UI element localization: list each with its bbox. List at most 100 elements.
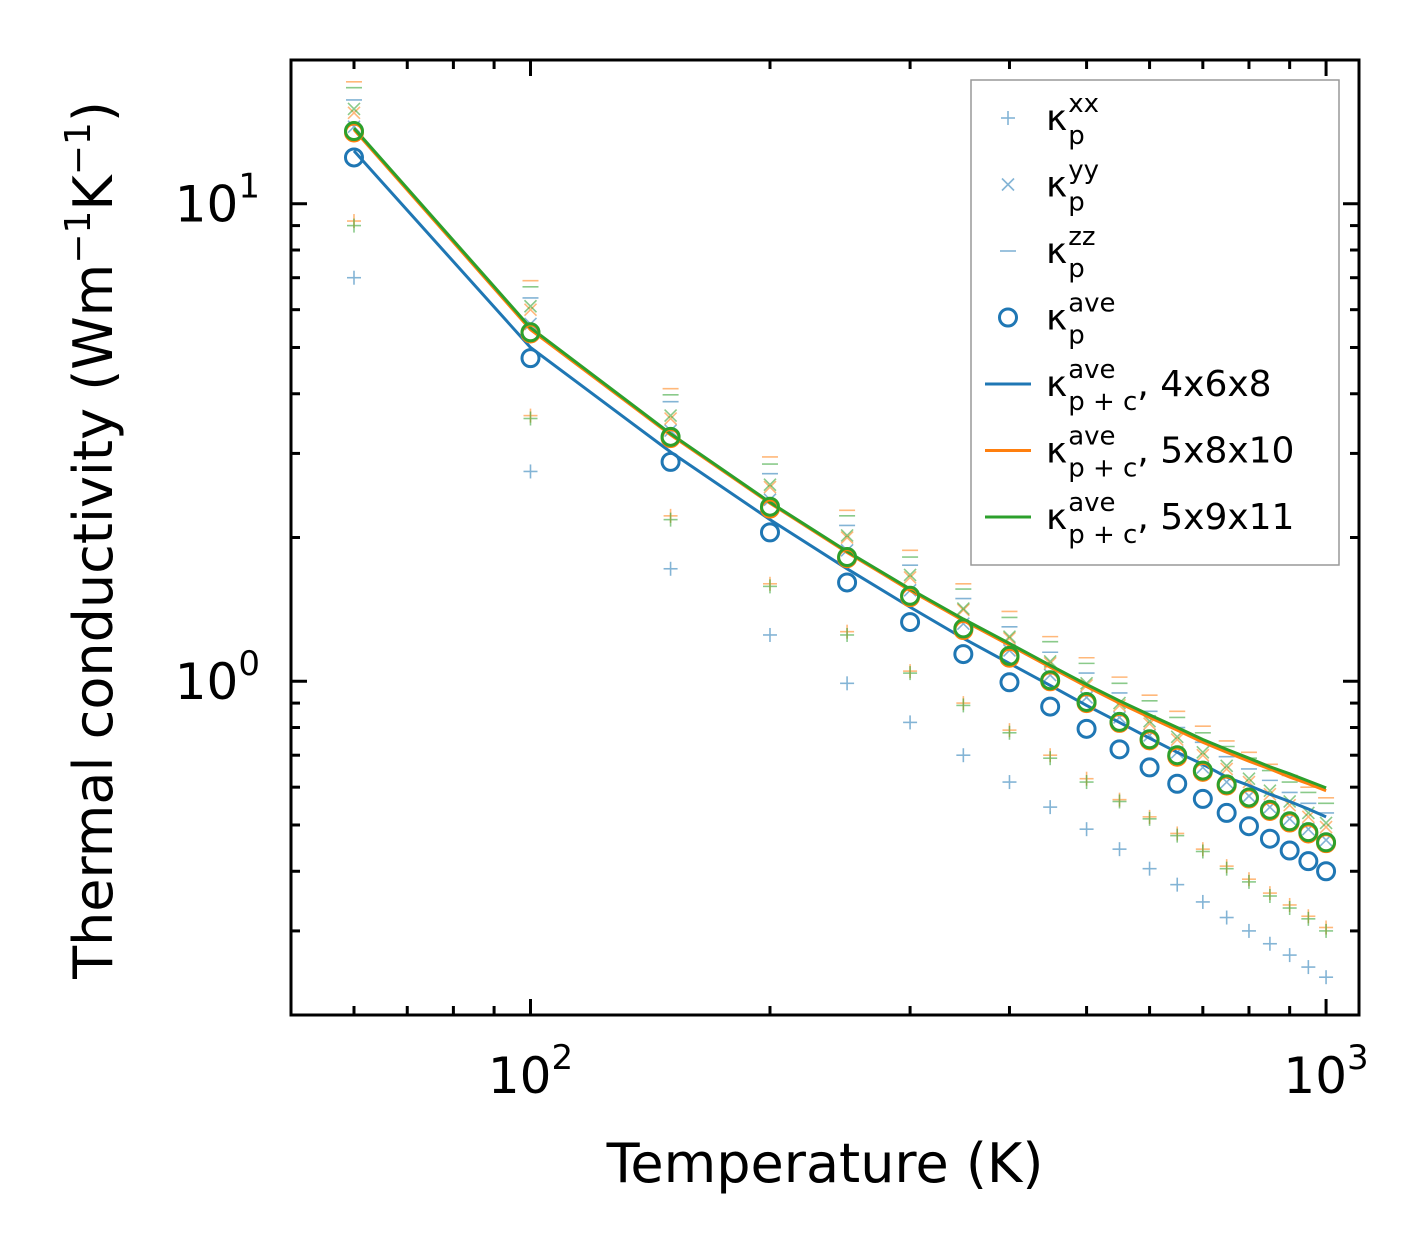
data-point-4-5 [903, 570, 917, 584]
data-point-0-10 [1112, 842, 1127, 857]
data-point-2-17 [1282, 901, 1297, 916]
data-point-0-4 [840, 676, 855, 691]
data-point-4-0 [347, 106, 361, 120]
y-axis-label-main: Thermal conductivity (Wm [62, 264, 125, 980]
axis-ticks [289, 58, 1359, 1017]
data-point-9-7 [999, 672, 1020, 693]
data-point-9-0 [343, 147, 364, 168]
data-point-11-9 [1076, 691, 1097, 712]
data-point-2-16 [1262, 889, 1277, 904]
data-point-9-18 [1298, 851, 1319, 872]
data-point-2-0 [346, 218, 361, 233]
legend-box [970, 79, 1340, 566]
data-point-0-5 [903, 715, 918, 730]
data-point-11-2 [660, 426, 681, 447]
data-point-9-6 [953, 644, 974, 665]
y-axis-label-exp2: −1 [58, 122, 99, 175]
data-point-11-3 [759, 496, 780, 517]
data-point-2-11 [1142, 811, 1157, 826]
legend-entry-1: κyy p [1001, 156, 1099, 218]
x-tick-label: 103 [1283, 1038, 1368, 1105]
x-tick-label: 102 [488, 1038, 573, 1105]
data-point-2-6 [956, 698, 971, 713]
data-point-4-19 [1319, 820, 1333, 834]
data-point-0-19 [1319, 970, 1334, 985]
data-point-11-18 [1298, 822, 1319, 843]
data-point-2-15 [1241, 874, 1256, 889]
legend-marker-swatch [1001, 111, 1015, 125]
data-point-0-8 [1043, 800, 1058, 815]
data-point-2-14 [1219, 861, 1234, 876]
data-point-5-6 [956, 601, 970, 616]
y-axis-label-exp1: −1 [58, 211, 99, 264]
data-point-4-2 [664, 411, 678, 426]
data-point-5-2 [664, 409, 678, 423]
data-point-0-9 [1079, 822, 1094, 837]
data-point-11-5 [900, 585, 921, 606]
legend-entry-4: κave p + c, 4x6x8 [985, 355, 1272, 417]
data-point-2-12 [1170, 828, 1185, 843]
x-axis-label: Temperature (K) [606, 1132, 1044, 1195]
data-point-9-5 [900, 612, 921, 633]
data-point-2-8 [1043, 751, 1058, 766]
legend-label: κave p + c, 5x8x10 [1046, 422, 1294, 484]
data-point-4-14 [1220, 762, 1234, 776]
data-point-9-10 [1109, 739, 1130, 760]
data-point-11-13 [1192, 760, 1213, 781]
data-point-9-16 [1259, 828, 1280, 849]
data-point-0-7 [1002, 775, 1017, 790]
data-point-11-4 [837, 547, 858, 568]
legend-label: κyy p [1046, 156, 1099, 218]
data-point-5-0 [347, 102, 361, 116]
data-point-11-14 [1216, 774, 1237, 795]
data-point-9-14 [1216, 802, 1237, 823]
data-point-9-13 [1192, 788, 1213, 809]
data-point-0-15 [1241, 923, 1256, 938]
data-point-4-4 [840, 530, 854, 545]
data-point-5-4 [840, 528, 854, 543]
data-point-2-9 [1079, 775, 1094, 790]
legend-label: κxx p [1046, 89, 1099, 151]
legend-label: κave p + c, 5x9x11 [1046, 488, 1294, 550]
legend-label: κave p + c, 4x6x8 [1046, 355, 1272, 417]
data-point-4-6 [956, 603, 970, 617]
legend-marker-swatch [1001, 177, 1015, 192]
legend-entry-3: κave p [998, 289, 1116, 351]
data-point-0-3 [762, 627, 777, 642]
data-point-2-18 [1301, 911, 1316, 926]
legend-entry-5: κave p + c, 5x8x10 [985, 422, 1294, 484]
data-point-11-17 [1279, 811, 1300, 832]
data-point-4-12 [1170, 732, 1184, 747]
data-point-2-2 [663, 512, 678, 527]
data-point-11-6 [953, 618, 974, 639]
data-point-9-12 [1167, 773, 1188, 794]
data-point-11-19 [1316, 832, 1337, 853]
data-point-0-17 [1282, 948, 1297, 963]
data-point-0-18 [1301, 960, 1316, 975]
data-point-5-19 [1319, 816, 1333, 830]
series-line-14 [352, 127, 1327, 790]
data-point-4-13 [1196, 748, 1210, 762]
y-axis-label: Thermal conductivity (Wm−1K−1) [58, 101, 125, 980]
data-point-11-0 [343, 121, 364, 142]
data-point-5-1 [523, 299, 538, 313]
data-point-9-19 [1316, 861, 1337, 882]
data-point-4-18 [1301, 810, 1315, 824]
data-point-9-15 [1238, 816, 1259, 837]
data-point-9-1 [520, 348, 541, 369]
data-point-4-1 [523, 303, 538, 317]
data-point-2-10 [1112, 794, 1127, 809]
data-point-11-12 [1167, 745, 1188, 766]
data-point-11-15 [1238, 787, 1259, 808]
y-tick-label: 100 [175, 644, 260, 711]
data-point-9-8 [1040, 696, 1061, 717]
series-line-12 [352, 149, 1327, 819]
data-point-0-12 [1170, 877, 1185, 892]
legend-entry-6: κave p + c, 5x9x11 [985, 488, 1294, 550]
data-point-5-13 [1196, 745, 1210, 759]
data-point-0-2 [663, 561, 678, 576]
legend-label: κave p [1046, 289, 1116, 351]
data-point-11-7 [999, 645, 1020, 666]
data-point-5-3 [763, 478, 777, 492]
data-point-9-2 [660, 451, 681, 472]
